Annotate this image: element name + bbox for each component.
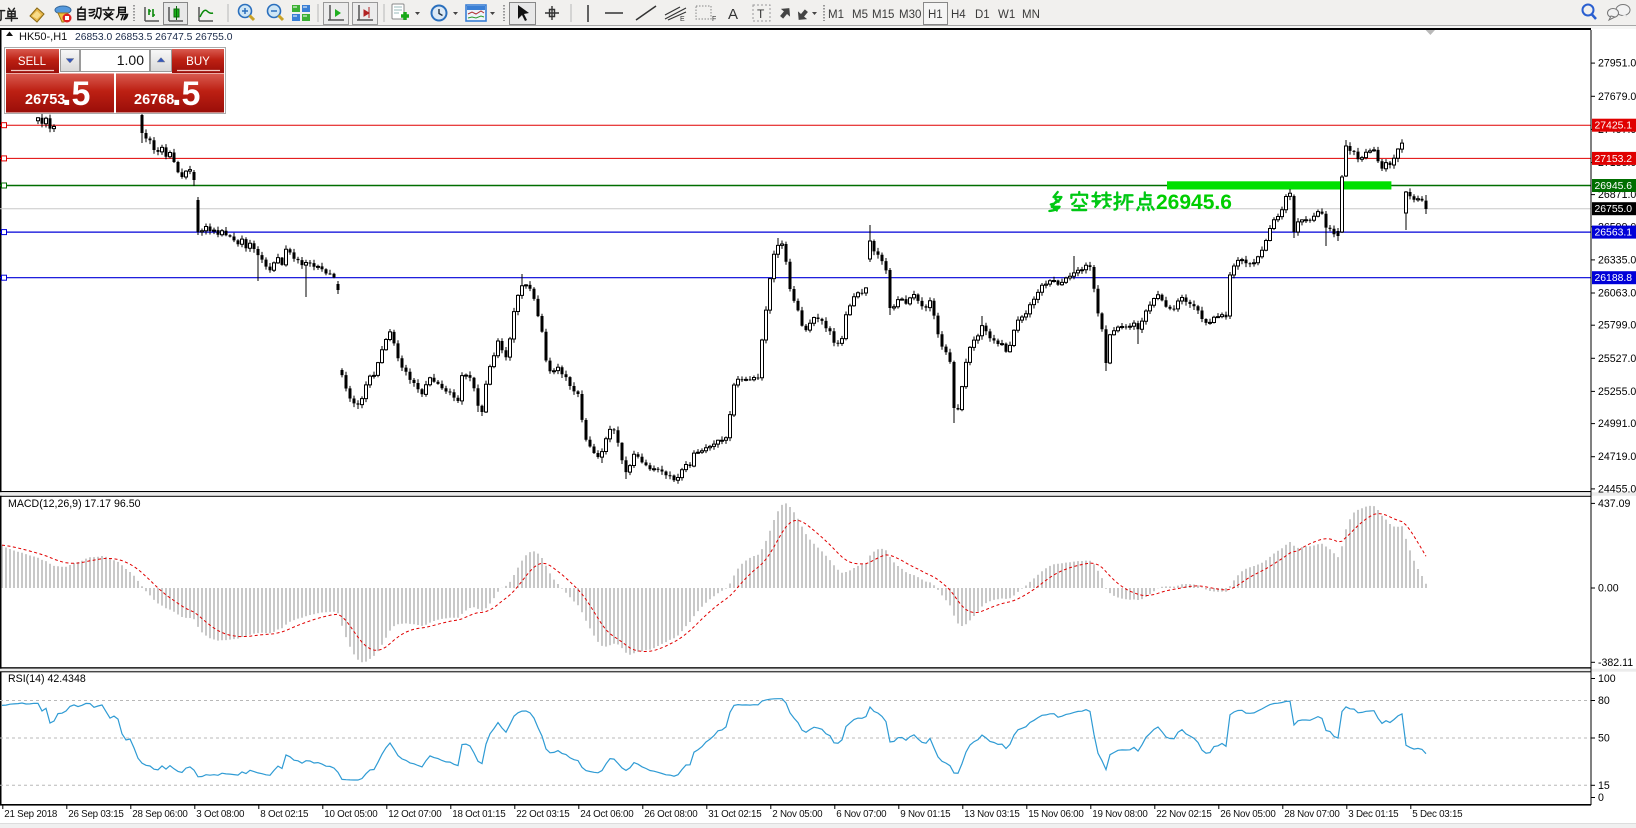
svg-text:24455.0: 24455.0 (1598, 483, 1636, 495)
svg-text:28 Sep 06:00: 28 Sep 06:00 (132, 809, 188, 820)
svg-text:26 Sep 03:15: 26 Sep 03:15 (68, 809, 124, 820)
svg-text:6 Nov 07:00: 6 Nov 07:00 (836, 809, 887, 820)
svg-text:T: T (757, 7, 765, 21)
svg-text:19 Nov 08:00: 19 Nov 08:00 (1092, 809, 1148, 820)
svg-text:27679.0: 27679.0 (1598, 91, 1636, 103)
svg-text:26945.6: 26945.6 (1156, 191, 1232, 214)
svg-text:10 Oct 05:00: 10 Oct 05:00 (324, 809, 378, 820)
svg-text:9 Nov 01:15: 9 Nov 01:15 (900, 809, 951, 820)
svg-text:2 Nov 05:00: 2 Nov 05:00 (772, 809, 823, 820)
svg-text:H1: H1 (928, 9, 943, 21)
svg-text:H4: H4 (951, 9, 966, 21)
svg-text:25799.0: 25799.0 (1598, 320, 1636, 332)
svg-text:26853.0 26853.5 26747.5 26755.: 26853.0 26853.5 26747.5 26755.0 (75, 32, 233, 43)
svg-text:A: A (728, 6, 738, 23)
svg-text:26563.1: 26563.1 (1595, 228, 1633, 239)
svg-text:8 Oct 02:15: 8 Oct 02:15 (260, 809, 309, 820)
svg-text:0.00: 0.00 (1598, 583, 1619, 595)
svg-text:M5: M5 (852, 9, 868, 21)
svg-text:3 Dec 01:15: 3 Dec 01:15 (1348, 809, 1399, 820)
svg-text:27153.2: 27153.2 (1595, 154, 1633, 165)
svg-text:5 Dec 03:15: 5 Dec 03:15 (1412, 809, 1463, 820)
svg-text:31 Oct 02:15: 31 Oct 02:15 (708, 809, 762, 820)
svg-text:MACD(12,26,9) 17.17 96.50: MACD(12,26,9) 17.17 96.50 (8, 498, 141, 510)
svg-text:RSI(14) 42.4348: RSI(14) 42.4348 (8, 673, 86, 685)
svg-text:M1: M1 (828, 9, 844, 21)
svg-text:BUY: BUY (186, 56, 210, 68)
svg-text:D1: D1 (975, 9, 990, 21)
svg-text:HK50-,H1: HK50-,H1 (19, 31, 67, 43)
svg-text:.5: .5 (172, 75, 200, 113)
svg-text:24 Oct 06:00: 24 Oct 06:00 (580, 809, 634, 820)
svg-text:100: 100 (1598, 673, 1616, 685)
svg-text:SELL: SELL (18, 56, 47, 68)
svg-text:26755.0: 26755.0 (1595, 204, 1633, 215)
svg-text:12 Oct 07:00: 12 Oct 07:00 (388, 809, 442, 820)
svg-text:18 Oct 01:15: 18 Oct 01:15 (452, 809, 506, 820)
svg-text:26063.0: 26063.0 (1598, 288, 1636, 300)
svg-text:27425.1: 27425.1 (1595, 121, 1633, 132)
svg-text:437.09: 437.09 (1598, 498, 1631, 510)
svg-text:80: 80 (1598, 695, 1610, 707)
svg-text:W1: W1 (998, 9, 1015, 21)
svg-text:24991.0: 24991.0 (1598, 418, 1636, 430)
svg-text:-382.11: -382.11 (1598, 657, 1633, 669)
svg-text:MN: MN (1022, 9, 1040, 21)
svg-text:15 Nov 06:00: 15 Nov 06:00 (1028, 809, 1084, 820)
svg-text:26768: 26768 (134, 92, 174, 108)
svg-text:50: 50 (1598, 733, 1610, 745)
svg-text:26335.0: 26335.0 (1598, 254, 1636, 266)
svg-text:26871.0: 26871.0 (1598, 189, 1636, 201)
svg-text:3 Oct 08:00: 3 Oct 08:00 (196, 809, 245, 820)
svg-text:1.00: 1.00 (117, 52, 144, 68)
svg-text:28 Nov 07:00: 28 Nov 07:00 (1284, 809, 1340, 820)
svg-text:27951.0: 27951.0 (1598, 58, 1636, 70)
svg-text:F: F (712, 16, 716, 23)
svg-text:21 Sep 2018: 21 Sep 2018 (4, 809, 58, 820)
svg-text:26 Nov 05:00: 26 Nov 05:00 (1220, 809, 1276, 820)
svg-text:24719.0: 24719.0 (1598, 451, 1636, 463)
svg-text:22 Nov 02:15: 22 Nov 02:15 (1156, 809, 1212, 820)
svg-text:M15: M15 (872, 9, 894, 21)
svg-text:26753: 26753 (25, 92, 65, 108)
svg-text:15: 15 (1598, 780, 1610, 792)
svg-text:26188.8: 26188.8 (1595, 273, 1633, 284)
svg-text:26945.6: 26945.6 (1595, 181, 1633, 192)
svg-text:13 Nov 03:15: 13 Nov 03:15 (964, 809, 1020, 820)
svg-text:E: E (680, 16, 685, 23)
svg-text:0: 0 (1598, 792, 1604, 804)
svg-text:M30: M30 (899, 9, 921, 21)
svg-text:26 Oct 08:00: 26 Oct 08:00 (644, 809, 698, 820)
svg-text:.5: .5 (62, 75, 90, 113)
svg-text:25527.0: 25527.0 (1598, 353, 1636, 365)
svg-text:22 Oct 03:15: 22 Oct 03:15 (516, 809, 570, 820)
svg-text:25255.0: 25255.0 (1598, 386, 1636, 398)
